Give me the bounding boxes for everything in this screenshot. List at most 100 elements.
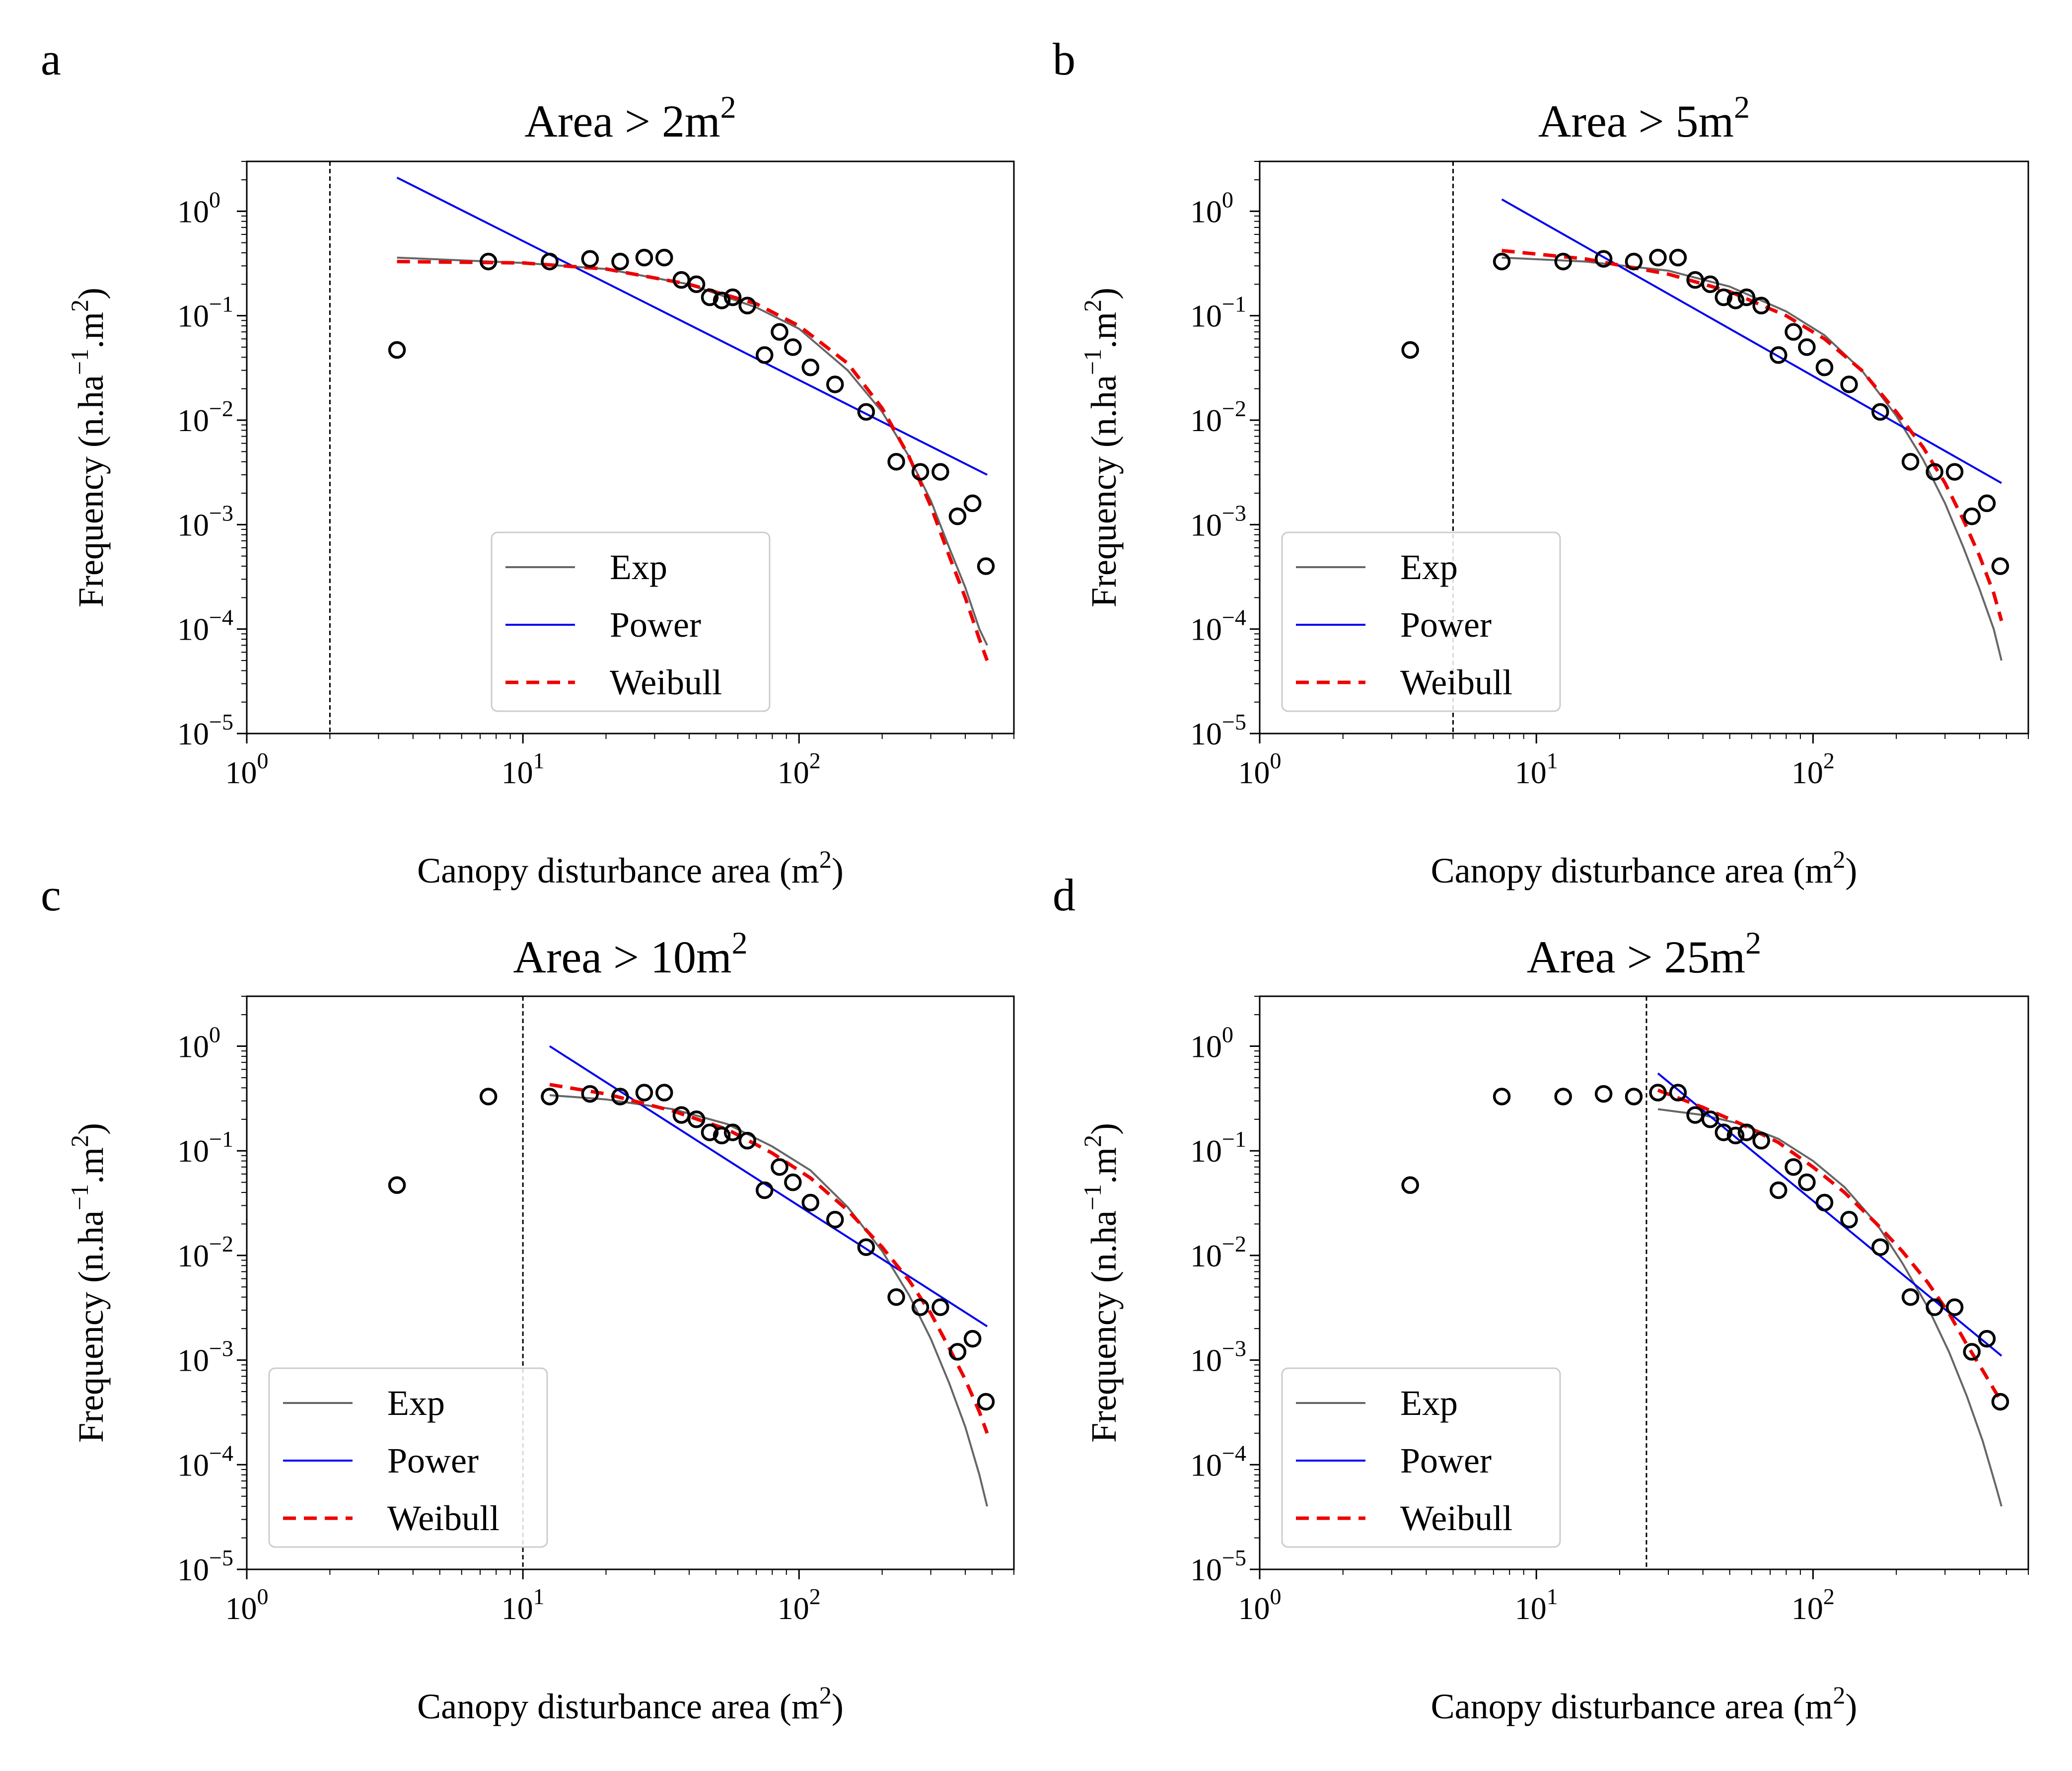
data-point <box>655 248 673 267</box>
plot-area <box>1401 1072 2009 1507</box>
legend-box <box>491 531 771 712</box>
data-point <box>1770 346 1787 364</box>
y-tick-label: 10−4 <box>177 1440 233 1482</box>
data-point <box>784 338 802 356</box>
legend-label-exp: Exp <box>1400 1383 1458 1423</box>
data-point <box>771 323 788 341</box>
x-tick-label: 102 <box>1791 1584 1835 1626</box>
data-point <box>635 248 653 267</box>
plot-frame <box>1259 160 2029 735</box>
data-point <box>1594 250 1613 268</box>
data-point <box>635 1084 653 1102</box>
y-tick-label: 10−3 <box>177 500 233 542</box>
panel-d: d Area > 25m2 100 101 102 100 10−1 10−2 10−3 10−4… <box>1053 870 2029 1726</box>
legend-label-weibull: Weibull <box>1400 663 1512 702</box>
series-line-weibull <box>1657 1088 2003 1403</box>
data-point <box>977 1393 995 1411</box>
panel-label: c <box>41 870 61 920</box>
x-tick-label: 101 <box>1515 748 1558 790</box>
y-tick-label: 10−5 <box>177 1545 233 1587</box>
data-point <box>1401 1176 1419 1194</box>
series-line-exp <box>397 256 988 646</box>
y-tick-label: 10−1 <box>1190 292 1246 334</box>
data-point <box>687 1110 706 1128</box>
y-tick-label: 100 <box>1190 187 1233 229</box>
data-point <box>1625 252 1643 271</box>
legend-label-weibull: Weibull <box>387 1498 500 1538</box>
legend-label-exp: Exp <box>1400 547 1458 587</box>
plot-frame <box>246 160 1015 735</box>
x-tick-label: 100 <box>225 748 269 790</box>
data-point <box>1401 341 1419 359</box>
data-point <box>1963 1343 1981 1361</box>
data-point <box>911 1298 929 1316</box>
data-point <box>1752 1132 1770 1150</box>
data-point <box>723 288 742 306</box>
data-point <box>1871 1238 1889 1256</box>
y-tick-label: 10−5 <box>1190 1545 1246 1587</box>
data-point <box>1493 252 1511 271</box>
data-point <box>388 1176 406 1194</box>
x-axis-label: Canopy disturbance area (m2) <box>417 845 844 890</box>
x-tick-label: 100 <box>225 1584 269 1626</box>
data-point <box>1901 1288 1920 1306</box>
panel-c: c Area > 10m2 100 101 102 100 10−1 10−2 10−3 10−4… <box>41 870 1015 1726</box>
data-point <box>1649 1084 1667 1102</box>
data-point <box>723 1123 742 1141</box>
data-point <box>1963 507 1981 525</box>
data-point <box>1737 1123 1756 1141</box>
x-axis-label: Canopy disturbance area (m2) <box>1431 1681 1858 1726</box>
legend: Exp Power Weibull <box>491 531 771 712</box>
data-point <box>1785 1158 1802 1176</box>
plot-frame <box>246 995 1015 1570</box>
y-tick-label: 10−3 <box>1190 1336 1246 1378</box>
y-tick-label: 10−2 <box>177 1231 233 1273</box>
data-point <box>713 292 731 309</box>
x-tick-label: 102 <box>778 748 821 790</box>
data-point <box>581 1085 599 1103</box>
y-tick-label: 100 <box>1190 1022 1233 1064</box>
data-point <box>931 1298 949 1316</box>
panel-label: d <box>1053 870 1075 920</box>
x-tick-label: 101 <box>501 1584 545 1626</box>
panel-a: a Area > 2m2 100 101 102 100 10−1 10−2 10−3 10−4 1… <box>41 34 1015 890</box>
y-axis-label: Frequency (n.ha−1.m2) <box>1078 1123 1124 1443</box>
data-point <box>1752 296 1770 315</box>
data-point <box>1785 323 1802 341</box>
legend: Exp Power Weibull <box>1281 1367 1561 1548</box>
data-point <box>887 1288 905 1306</box>
panel-label: b <box>1053 34 1075 84</box>
x-tick-label: 102 <box>1791 748 1835 790</box>
data-point <box>713 1126 731 1145</box>
series-line-exp <box>1657 1108 2002 1507</box>
data-point <box>687 275 706 294</box>
data-point <box>541 252 559 271</box>
x-tick-label: 100 <box>1238 1584 1282 1626</box>
data-point <box>1798 338 1816 356</box>
series-line-power <box>1501 198 2002 484</box>
chart-title: Area > 5m2 <box>1538 89 1750 147</box>
data-point <box>1815 1193 1834 1212</box>
y-tick-label: 10−3 <box>177 1336 233 1378</box>
data-point <box>948 507 967 525</box>
panel-label: a <box>41 34 61 84</box>
data-point <box>756 346 774 364</box>
y-axis-label: Frequency (n.ha−1.m2) <box>66 288 111 607</box>
legend-label-weibull: Weibull <box>610 663 722 702</box>
data-point <box>1926 1298 1943 1316</box>
chart-title: Area > 10m2 <box>513 925 747 982</box>
data-point <box>611 252 629 271</box>
y-tick-label: 100 <box>177 1022 220 1064</box>
data-point <box>611 1088 629 1106</box>
y-tick-label: 10−1 <box>177 1126 233 1169</box>
plot-area <box>388 176 995 662</box>
data-point <box>1926 463 1943 481</box>
data-point <box>1798 1173 1816 1191</box>
data-point <box>655 1084 673 1102</box>
data-point <box>948 1343 967 1361</box>
plot-frame <box>1259 995 2029 1570</box>
data-point <box>1901 452 1920 471</box>
data-point <box>801 359 820 376</box>
plot-area <box>388 1045 995 1507</box>
series-line-weibull <box>397 260 989 662</box>
